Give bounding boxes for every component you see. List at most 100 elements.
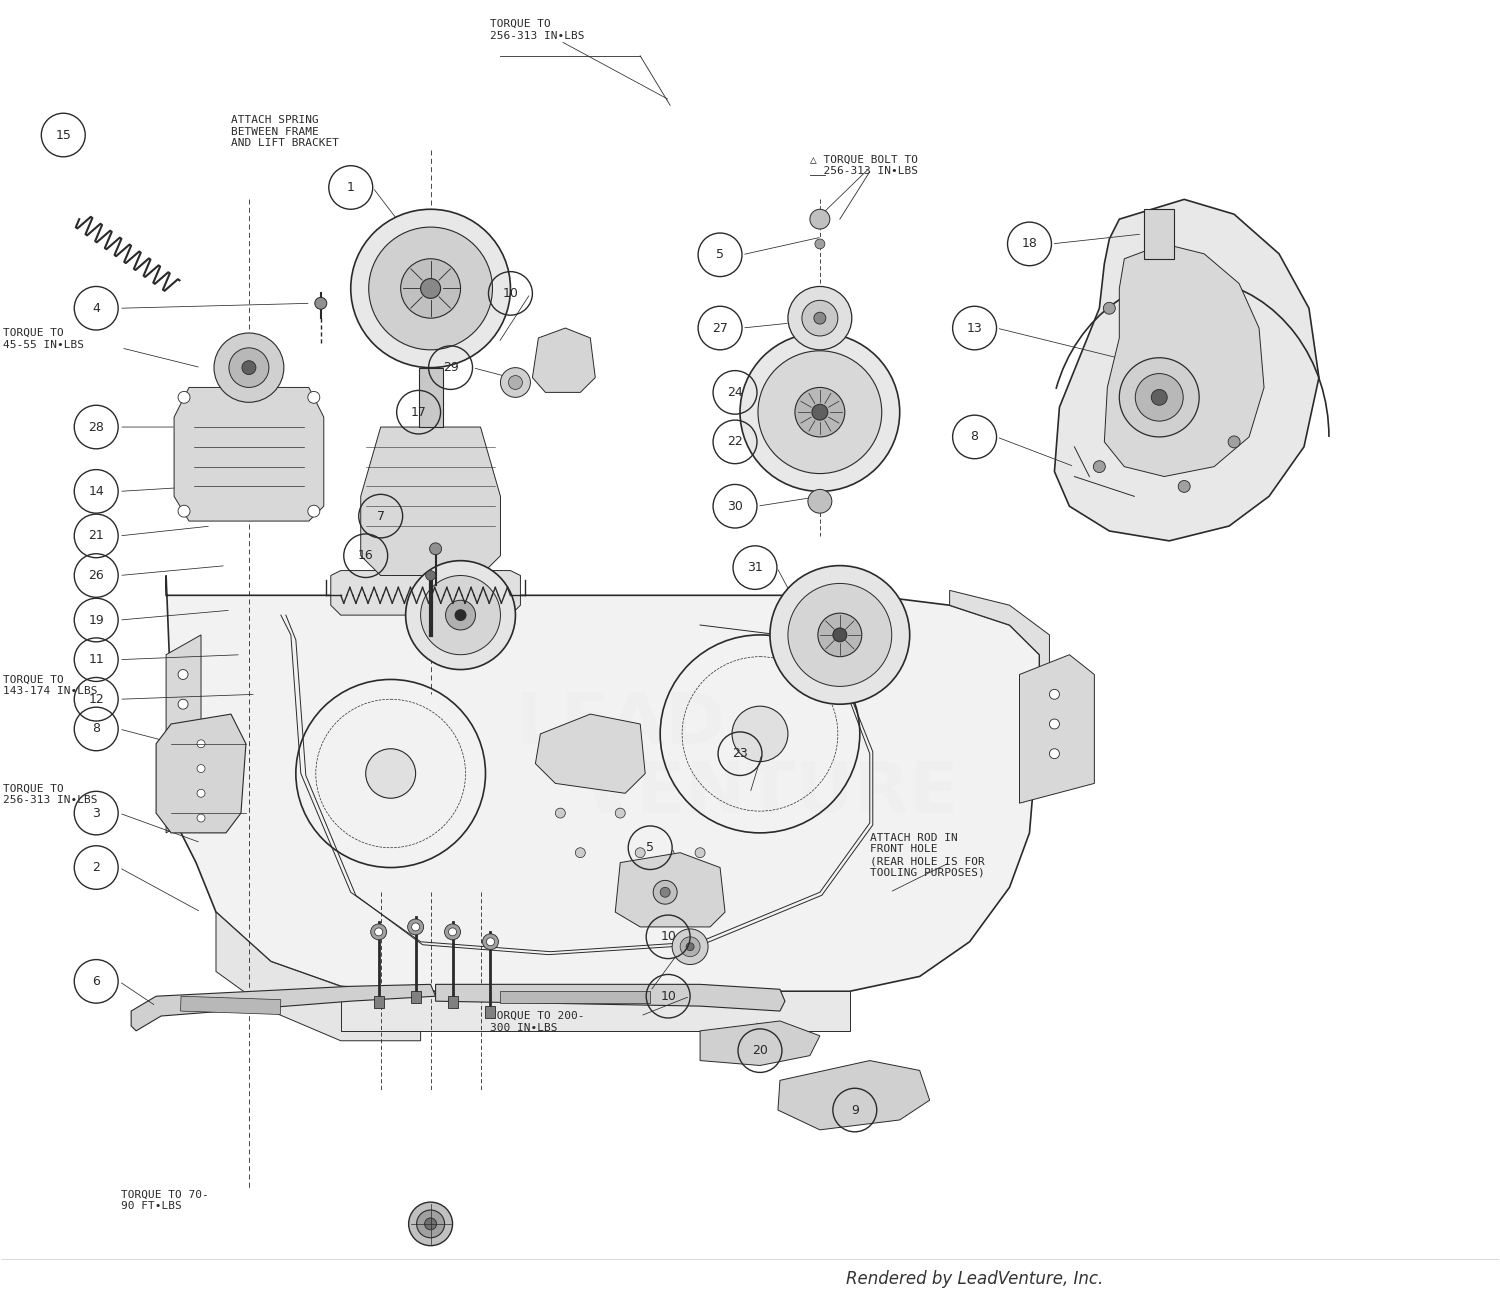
Circle shape xyxy=(808,490,832,513)
Text: 27: 27 xyxy=(712,322,728,335)
Circle shape xyxy=(446,601,476,630)
Polygon shape xyxy=(1054,199,1318,541)
Text: 16: 16 xyxy=(358,549,374,562)
Circle shape xyxy=(178,699,188,709)
Bar xyxy=(501,991,650,1003)
Text: TORQUE TO
256-313 IN•LBS: TORQUE TO 256-313 IN•LBS xyxy=(3,783,98,805)
Polygon shape xyxy=(130,985,435,1031)
Circle shape xyxy=(370,924,387,939)
Circle shape xyxy=(788,287,852,350)
Circle shape xyxy=(424,1218,436,1230)
Text: 31: 31 xyxy=(747,561,764,574)
Polygon shape xyxy=(1020,655,1095,804)
Circle shape xyxy=(732,707,788,761)
Text: ATTACH SPRING
BETWEEN FRAME
AND LIFT BRACKET: ATTACH SPRING BETWEEN FRAME AND LIFT BRA… xyxy=(231,115,339,149)
Text: 21: 21 xyxy=(88,530,104,543)
Text: 22: 22 xyxy=(728,435,742,448)
Circle shape xyxy=(426,571,435,580)
Circle shape xyxy=(596,769,606,779)
Text: 2: 2 xyxy=(93,860,100,873)
Polygon shape xyxy=(700,1021,820,1066)
Text: 8: 8 xyxy=(92,722,100,735)
Circle shape xyxy=(1094,461,1106,473)
Text: 28: 28 xyxy=(88,420,104,434)
Circle shape xyxy=(1178,481,1190,492)
Circle shape xyxy=(555,808,566,818)
Circle shape xyxy=(770,566,909,704)
Circle shape xyxy=(1119,358,1198,437)
Polygon shape xyxy=(166,634,201,833)
Circle shape xyxy=(178,391,190,403)
Circle shape xyxy=(815,313,827,324)
Circle shape xyxy=(408,919,423,935)
Text: 6: 6 xyxy=(93,975,100,988)
Bar xyxy=(1144,209,1174,258)
Text: 24: 24 xyxy=(728,386,742,399)
Circle shape xyxy=(375,928,382,935)
Circle shape xyxy=(196,740,206,748)
Circle shape xyxy=(178,669,188,680)
Circle shape xyxy=(509,376,522,389)
Bar xyxy=(374,996,384,1008)
Text: 29: 29 xyxy=(442,362,459,375)
Text: 23: 23 xyxy=(732,747,748,760)
Polygon shape xyxy=(174,388,324,521)
Circle shape xyxy=(788,584,891,686)
Text: TORQUE TO
256-313 IN•LBS: TORQUE TO 256-313 IN•LBS xyxy=(490,19,585,41)
Text: 26: 26 xyxy=(88,568,104,581)
Circle shape xyxy=(196,765,206,773)
Circle shape xyxy=(652,880,676,904)
Circle shape xyxy=(369,227,492,350)
Text: TORQUE TO
143-174 IN•LBS: TORQUE TO 143-174 IN•LBS xyxy=(3,674,98,696)
Bar xyxy=(180,996,280,1014)
Circle shape xyxy=(454,609,466,621)
Text: 1: 1 xyxy=(346,181,354,194)
Polygon shape xyxy=(216,912,420,1041)
Circle shape xyxy=(308,505,320,517)
Polygon shape xyxy=(156,714,246,833)
Text: LEAD: LEAD xyxy=(514,690,726,758)
Circle shape xyxy=(444,924,460,939)
Circle shape xyxy=(178,729,188,739)
Circle shape xyxy=(818,614,862,656)
Circle shape xyxy=(178,758,188,769)
Circle shape xyxy=(576,848,585,858)
Circle shape xyxy=(411,922,420,930)
Circle shape xyxy=(802,300,838,336)
Circle shape xyxy=(486,938,495,946)
Circle shape xyxy=(230,348,268,388)
Polygon shape xyxy=(950,590,1050,714)
Text: 3: 3 xyxy=(93,806,100,819)
Circle shape xyxy=(660,888,670,897)
Circle shape xyxy=(815,239,825,249)
Circle shape xyxy=(408,1202,453,1245)
Circle shape xyxy=(1050,690,1059,699)
Text: 4: 4 xyxy=(93,302,100,315)
Polygon shape xyxy=(360,428,501,575)
Circle shape xyxy=(812,404,828,420)
Circle shape xyxy=(810,209,830,229)
Polygon shape xyxy=(166,575,1040,991)
Text: 8: 8 xyxy=(970,430,978,443)
Circle shape xyxy=(417,1211,444,1238)
Polygon shape xyxy=(435,985,784,1012)
Circle shape xyxy=(686,943,694,951)
Text: Rendered by LeadVenture, Inc.: Rendered by LeadVenture, Inc. xyxy=(846,1270,1102,1288)
Text: 19: 19 xyxy=(88,614,104,627)
Circle shape xyxy=(694,848,705,858)
Polygon shape xyxy=(332,571,520,615)
Circle shape xyxy=(1136,373,1184,421)
Circle shape xyxy=(366,749,416,798)
Text: 20: 20 xyxy=(752,1044,768,1057)
Text: 15: 15 xyxy=(56,128,70,142)
Polygon shape xyxy=(536,714,645,793)
Circle shape xyxy=(429,543,441,554)
Bar xyxy=(447,996,458,1008)
Text: VENTURE: VENTURE xyxy=(580,758,960,828)
Polygon shape xyxy=(778,1061,930,1129)
Circle shape xyxy=(315,297,327,309)
Text: TORQUE TO 200-
300 IN•LBS: TORQUE TO 200- 300 IN•LBS xyxy=(490,1012,585,1032)
Text: △ TORQUE BOLT TO
  256-313 IN•LBS: △ TORQUE BOLT TO 256-313 IN•LBS xyxy=(810,155,918,177)
Circle shape xyxy=(420,279,441,298)
Circle shape xyxy=(178,788,188,798)
